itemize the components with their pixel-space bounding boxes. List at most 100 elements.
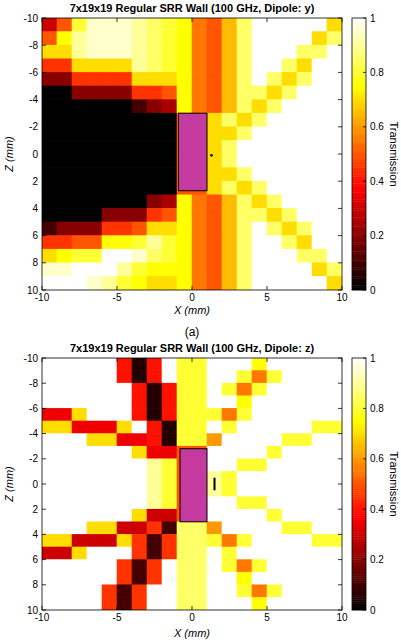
heat-cell xyxy=(237,31,253,45)
heat-cell xyxy=(207,113,223,127)
heat-cell xyxy=(117,496,133,509)
heat-cell xyxy=(102,59,118,73)
x-tick xyxy=(342,358,343,362)
y-tick xyxy=(42,458,46,459)
heat-cell xyxy=(297,585,313,598)
heat-cell xyxy=(147,383,163,396)
heat-cell xyxy=(87,496,103,509)
heat-cell xyxy=(252,59,268,73)
heat-cell xyxy=(57,421,73,434)
x-tick-label: 5 xyxy=(264,292,270,303)
heat-cell xyxy=(87,585,103,598)
heat-cell xyxy=(237,154,253,168)
heat-cell xyxy=(222,208,238,222)
heat-cell xyxy=(162,208,178,222)
heat-cell xyxy=(282,370,298,383)
x-tick xyxy=(117,606,118,610)
heat-cell xyxy=(72,585,88,598)
colorbar-tick-label: 1 xyxy=(370,353,376,364)
heat-cell xyxy=(267,370,283,383)
colorbar-tick-label: 0 xyxy=(370,285,376,296)
heat-cell xyxy=(87,396,103,409)
colorbar-tick xyxy=(363,72,366,73)
heat-cell xyxy=(42,421,57,434)
heat-cell xyxy=(252,534,268,547)
heat-cell xyxy=(297,572,313,585)
heat-cell xyxy=(237,127,253,141)
heat-cell xyxy=(327,181,342,195)
heat-cell xyxy=(312,167,328,181)
heat-cell xyxy=(207,140,223,154)
heat-cell xyxy=(252,572,268,585)
heat-cell xyxy=(237,45,253,59)
heat-cell xyxy=(312,18,328,32)
heat-cell xyxy=(162,509,178,522)
heat-cell xyxy=(57,471,73,484)
heat-cell xyxy=(72,45,88,59)
heat-cell xyxy=(57,208,73,222)
plot-frame xyxy=(42,358,342,610)
heat-cell xyxy=(117,113,133,127)
colorbar-swatch xyxy=(352,74,366,77)
heat-cell xyxy=(327,113,342,127)
heat-cell xyxy=(282,154,298,168)
heat-cell xyxy=(282,383,298,396)
heat-cell xyxy=(162,276,178,290)
heat-cell xyxy=(312,235,328,249)
heat-cell xyxy=(252,208,268,222)
colorbar-tick xyxy=(363,290,366,291)
y-tick-label: -2 xyxy=(29,453,38,464)
heat-cell xyxy=(237,408,253,421)
heat-cell xyxy=(177,421,193,434)
heat-cell xyxy=(252,509,268,522)
heat-cell xyxy=(207,370,223,383)
heat-cell xyxy=(312,154,328,168)
heat-cell xyxy=(252,496,268,509)
heat-cell xyxy=(282,421,298,434)
heat-cell xyxy=(117,547,133,560)
heat-cell xyxy=(297,45,313,59)
heat-cell xyxy=(42,263,57,277)
heat-cell xyxy=(312,547,328,560)
heat-cell xyxy=(297,154,313,168)
colorbar-swatch xyxy=(352,108,366,111)
heat-cell xyxy=(192,433,208,446)
heat-cell xyxy=(222,370,238,383)
heat-cell xyxy=(57,181,73,195)
x-tick-label: 0 xyxy=(189,612,195,623)
heat-cell xyxy=(282,86,298,100)
y-tick xyxy=(42,154,46,155)
heat-cell xyxy=(207,154,223,168)
heat-cell xyxy=(102,522,118,535)
heat-cell xyxy=(117,585,133,598)
heat-cell xyxy=(132,113,148,127)
heat-cell xyxy=(252,154,268,168)
heat-cell xyxy=(192,370,208,383)
heat-cell xyxy=(192,276,208,290)
colorbar-swatch xyxy=(352,99,366,102)
heat-cell xyxy=(132,446,148,459)
heat-cell xyxy=(57,408,73,421)
heat-cell xyxy=(57,86,73,100)
heat-cell xyxy=(207,208,223,222)
heat-cell xyxy=(42,154,57,168)
heat-cell xyxy=(42,167,57,181)
y-tick xyxy=(42,126,46,127)
heat-cell xyxy=(327,127,342,141)
heat-cell xyxy=(162,459,178,472)
heat-cell xyxy=(57,235,73,249)
heat-cell xyxy=(237,446,253,459)
heat-cell xyxy=(42,72,57,86)
heat-cell xyxy=(147,370,163,383)
heat-cell xyxy=(57,509,73,522)
heat-cell xyxy=(252,276,268,290)
heat-cell xyxy=(327,484,342,497)
heat-cell xyxy=(267,585,283,598)
heat-cell xyxy=(42,140,57,154)
heat-cell xyxy=(132,370,148,383)
y-tick xyxy=(338,458,342,459)
heat-cell xyxy=(177,249,193,263)
heat-cell xyxy=(252,459,268,472)
heat-cell xyxy=(117,235,133,249)
heat-cell xyxy=(267,534,283,547)
